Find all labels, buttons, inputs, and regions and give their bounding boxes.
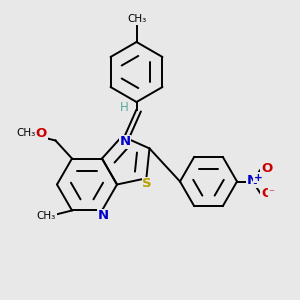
Text: N: N <box>119 135 131 148</box>
Text: H: H <box>120 100 129 114</box>
Text: O: O <box>36 127 47 140</box>
Text: O: O <box>261 162 272 176</box>
Text: CH₃: CH₃ <box>37 211 56 221</box>
Text: ⁻: ⁻ <box>268 188 274 199</box>
Text: S: S <box>142 177 152 190</box>
Text: +: + <box>254 173 262 183</box>
Text: N: N <box>246 174 258 188</box>
Text: N: N <box>98 209 109 222</box>
Text: O: O <box>261 187 272 200</box>
Text: CH₃: CH₃ <box>127 14 146 24</box>
Text: CH₃: CH₃ <box>16 128 35 138</box>
